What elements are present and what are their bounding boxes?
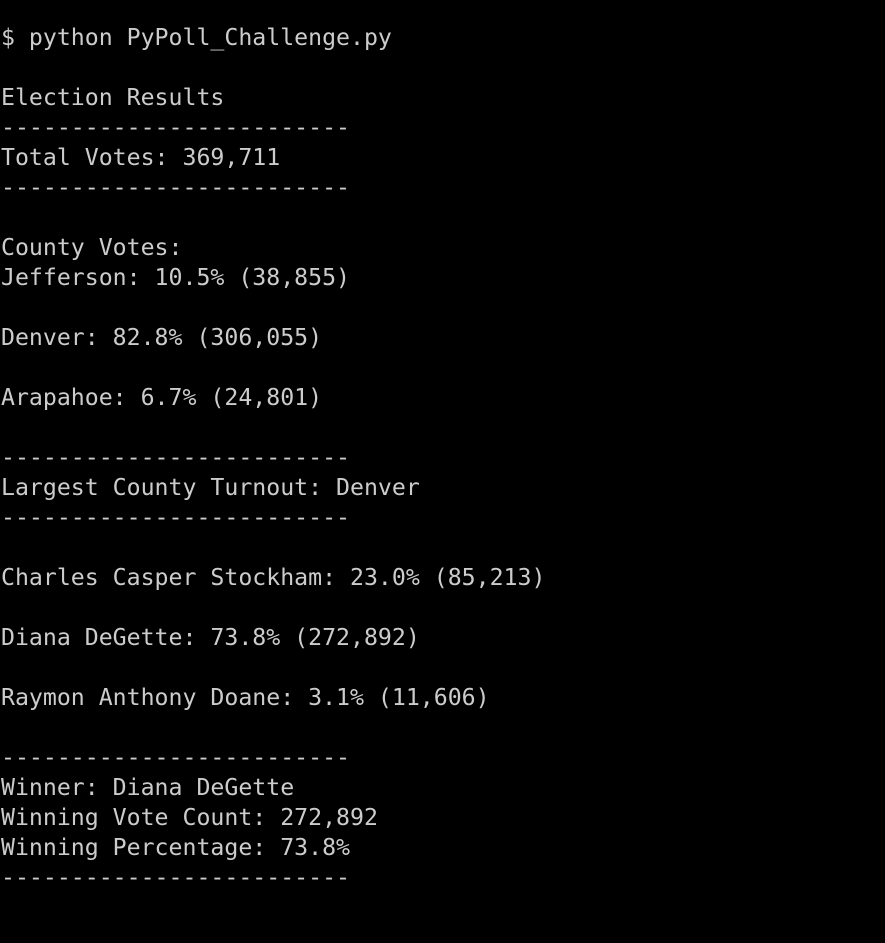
blank-line — [1, 203, 885, 233]
blank-line — [1, 593, 885, 623]
county-result-jefferson: Jefferson: 10.5% (38,855) — [1, 264, 351, 291]
blank-line — [1, 413, 885, 443]
previous-output-clipped: __ — [1, 0, 885, 23]
largest-county-turnout: Largest County Turnout: Denver — [1, 474, 420, 501]
winning-vote-count: Winning Vote Count: 272,892 — [1, 804, 378, 831]
blank-line — [1, 353, 885, 383]
blank-line — [1, 293, 885, 323]
candidate-result-degette: Diana DeGette: 73.8% (272,892) — [1, 624, 420, 651]
results-title: Election Results — [1, 84, 225, 111]
candidate-result-stockham: Charles Casper Stockham: 23.0% (85,213) — [1, 564, 546, 591]
blank-line — [1, 653, 885, 683]
separator: ------------------------- — [1, 504, 351, 531]
county-result-arapahoe: Arapahoe: 6.7% (24,801) — [1, 384, 323, 411]
county-result-denver: Denver: 82.8% (306,055) — [1, 324, 323, 351]
county-votes-header: County Votes: — [1, 234, 183, 261]
separator: ------------------------- — [1, 114, 351, 141]
total-votes: Total Votes: 369,711 — [1, 144, 281, 171]
separator: ------------------------- — [1, 444, 351, 471]
winner-line: Winner: Diana DeGette — [1, 774, 295, 801]
separator: ------------------------- — [1, 744, 351, 771]
separator: ------------------------- — [1, 864, 351, 891]
separator: ------------------------- — [1, 174, 351, 201]
blank-line — [1, 533, 885, 563]
candidate-result-doane: Raymon Anthony Doane: 3.1% (11,606) — [1, 684, 490, 711]
command-line: $ python PyPoll_Challenge.py — [1, 24, 392, 51]
blank-line — [1, 713, 885, 743]
blank-line — [1, 53, 885, 83]
winning-percentage: Winning Percentage: 73.8% — [1, 834, 351, 861]
terminal-output: __ $ python PyPoll_Challenge.py Election… — [1, 0, 885, 893]
